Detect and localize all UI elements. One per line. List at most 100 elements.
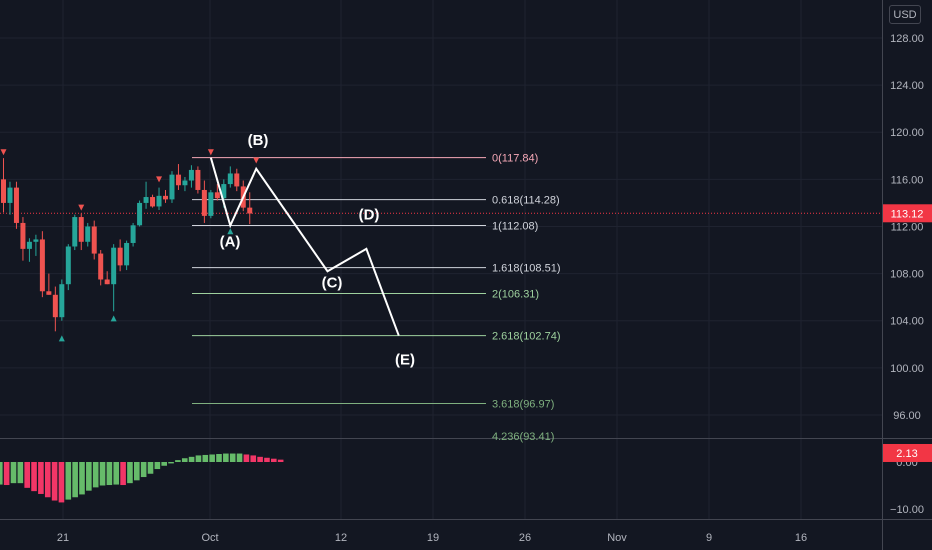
candle-body [143, 197, 149, 203]
candle-body [208, 192, 214, 216]
fractal-down-marker [78, 204, 85, 211]
oscillator-bar [264, 457, 270, 462]
candle [124, 240, 130, 271]
wave-path [209, 157, 400, 336]
candle [65, 244, 71, 291]
candle-body [163, 195, 168, 200]
candle [175, 164, 181, 190]
candle [91, 220, 97, 260]
price-tick-label: 104.00 [890, 316, 924, 328]
candle-body [33, 239, 39, 242]
candle [117, 239, 123, 272]
oscillator-bar [236, 453, 243, 462]
oscillator-bar [181, 458, 188, 462]
candle [201, 180, 207, 223]
oscillator-bar [120, 462, 126, 486]
candle-body [26, 241, 32, 249]
candle [188, 165, 194, 188]
price-tick-label: 116.00 [891, 174, 924, 186]
oscillator-bar [58, 462, 65, 503]
fractal-down-marker [253, 157, 260, 164]
oscillator-bar [175, 460, 181, 462]
candle [85, 222, 91, 247]
candle [46, 273, 52, 295]
candle [33, 234, 39, 256]
elliott-wave-drawing[interactable]: (A) (B) (C) (D) (E) [209, 132, 415, 368]
candle-body [130, 225, 136, 243]
wave-label: (C) [322, 275, 343, 292]
candle-body [234, 173, 240, 187]
oscillator-bar [188, 456, 195, 462]
candle [130, 222, 136, 247]
candle [234, 168, 240, 192]
candle-body [195, 169, 201, 190]
fib-level-label: 2(106.31) [492, 289, 539, 301]
candle-body [137, 202, 143, 226]
oscillator-bar [3, 462, 10, 486]
candle [169, 171, 175, 203]
oscillator-bar [154, 462, 161, 470]
fib-level-label: 4.236(93.41) [492, 431, 554, 443]
candle [98, 250, 104, 286]
oscillator-bar [10, 462, 17, 484]
candle [52, 286, 58, 332]
fractal-down-marker [0, 149, 7, 156]
candle-body [175, 174, 181, 186]
candle-body [7, 187, 13, 203]
candle-body [111, 247, 117, 285]
candle [150, 194, 156, 208]
candle-body [98, 253, 104, 280]
fractal-down-marker [207, 149, 214, 156]
candle [78, 213, 84, 251]
candle [59, 279, 65, 321]
oscillator-pane [0, 453, 284, 503]
current-price-badge [883, 204, 932, 223]
oscillator-bar [24, 462, 30, 488]
oscillator-bar [38, 462, 44, 494]
oscillator-bar [209, 454, 215, 462]
fib-level-label: 2.618(102.74) [492, 331, 561, 343]
oscillator-value-badge [883, 443, 932, 462]
oscillator-bar [79, 462, 85, 495]
candle [195, 166, 201, 194]
candle-body [13, 187, 19, 223]
time-tick-label: 19 [427, 532, 439, 544]
wave-label: (E) [395, 351, 415, 368]
fibonacci-extension[interactable]: 0(117.84) 0.618(114.28) 1(112.08) 1.618(108… [192, 153, 561, 443]
candle-body [201, 189, 207, 216]
price-axis[interactable]: 128.00 124.00 120.00 116.00 112.00 108.00 104.… [883, 33, 932, 516]
candle [182, 177, 188, 192]
oscillator-bar [51, 462, 58, 501]
fractal-up-marker [110, 315, 117, 322]
candle [7, 181, 13, 215]
currency-button[interactable]: USD [889, 5, 921, 24]
candle [137, 200, 143, 227]
candle-body [150, 197, 156, 207]
time-axis[interactable]: 21 Oct 12 19 26 Nov 9 16 [57, 532, 807, 544]
candle-body [1, 179, 6, 203]
candle-body [156, 195, 162, 207]
candle-body [124, 242, 130, 266]
wave-label: (D) [359, 206, 380, 223]
fractal-up-marker [227, 228, 234, 235]
oscillator-bar [140, 462, 147, 478]
candle-body [91, 226, 97, 254]
price-tick-label: 120.00 [890, 127, 924, 139]
oscillator-bar [106, 462, 113, 486]
candle-body [104, 279, 110, 285]
price-tick-label: 128.00 [890, 33, 924, 45]
oscillator-bar [223, 453, 229, 462]
price-tick-label: 100.00 [890, 363, 924, 375]
oscillator-bar [250, 455, 257, 462]
candle-body [247, 207, 253, 214]
oscillator-bar [134, 462, 140, 481]
candle [214, 184, 220, 201]
candle-body [221, 184, 227, 199]
candle-body [52, 294, 58, 318]
oscillator-bar [195, 455, 202, 462]
candle [208, 189, 214, 219]
price-tick-label: 108.00 [890, 269, 924, 281]
fractal-up-marker [58, 335, 65, 342]
